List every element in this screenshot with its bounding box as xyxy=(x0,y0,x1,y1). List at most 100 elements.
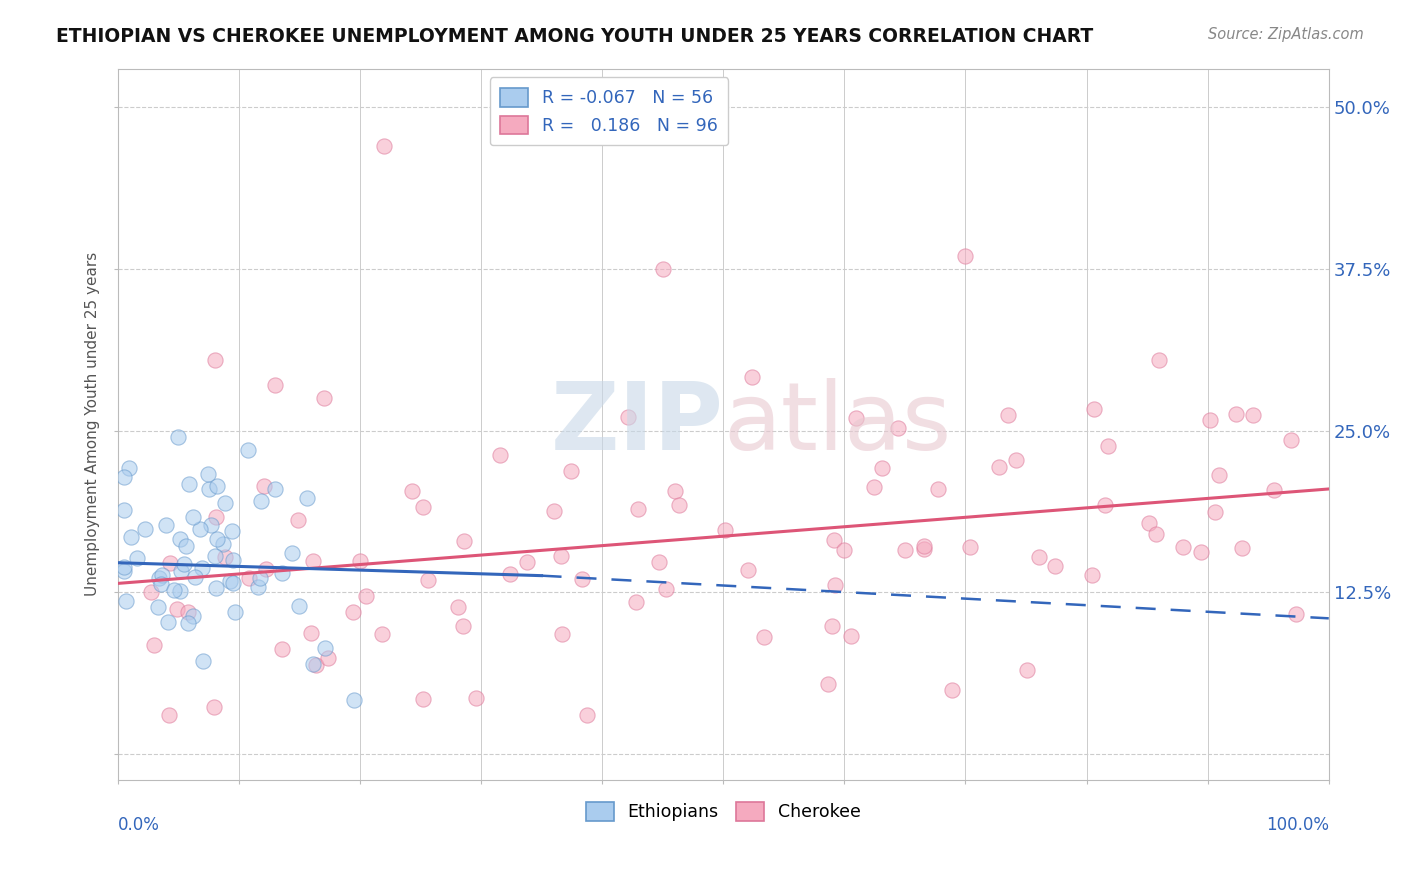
Point xyxy=(488,448,510,462)
Point xyxy=(1015,663,1038,677)
Point xyxy=(184,570,207,584)
Point xyxy=(551,627,574,641)
Point xyxy=(1005,453,1028,467)
Point xyxy=(655,582,678,596)
Point xyxy=(302,657,325,672)
Point xyxy=(254,562,277,576)
Point xyxy=(141,584,163,599)
Point xyxy=(959,540,981,554)
Point xyxy=(714,523,737,537)
Point xyxy=(343,693,366,707)
Point xyxy=(550,549,572,563)
Point xyxy=(120,530,142,544)
Point xyxy=(453,534,475,549)
Point xyxy=(222,576,245,591)
Text: ETHIOPIAN VS CHEROKEE UNEMPLOYMENT AMONG YOUTH UNDER 25 YEARS CORRELATION CHART: ETHIOPIAN VS CHEROKEE UNEMPLOYMENT AMONG… xyxy=(56,27,1094,45)
Point xyxy=(927,482,949,496)
Point xyxy=(198,482,221,496)
Point xyxy=(1137,516,1160,530)
Point xyxy=(465,690,488,705)
Point xyxy=(150,576,173,591)
Point xyxy=(169,533,191,547)
Point xyxy=(214,550,236,565)
Point xyxy=(305,658,328,673)
Point xyxy=(224,605,246,619)
Point xyxy=(401,483,423,498)
Point xyxy=(249,571,271,585)
Point xyxy=(821,619,844,633)
Point xyxy=(845,410,868,425)
Point xyxy=(207,479,229,493)
Point xyxy=(870,461,893,475)
Point xyxy=(1083,402,1105,417)
Point xyxy=(253,478,276,492)
Point xyxy=(617,410,640,425)
Point xyxy=(1097,439,1119,453)
Point xyxy=(342,605,364,619)
Point xyxy=(624,595,647,609)
Point xyxy=(197,467,219,482)
Point xyxy=(157,708,180,723)
Point xyxy=(664,483,686,498)
Point xyxy=(316,651,339,665)
Point xyxy=(299,626,322,640)
Point xyxy=(167,430,190,444)
Point xyxy=(112,560,135,574)
Point xyxy=(354,589,377,603)
Point xyxy=(301,554,323,568)
Point xyxy=(148,571,170,585)
Point xyxy=(221,524,243,538)
Point xyxy=(863,480,886,494)
Point xyxy=(987,459,1010,474)
Point xyxy=(205,581,228,595)
Point xyxy=(125,550,148,565)
Point xyxy=(173,557,195,571)
Point xyxy=(143,638,166,652)
Text: ZIP: ZIP xyxy=(550,378,723,470)
Point xyxy=(134,523,156,537)
Point xyxy=(202,699,225,714)
Text: atlas: atlas xyxy=(723,378,952,470)
Point xyxy=(1204,505,1226,519)
Point xyxy=(737,563,759,577)
Point xyxy=(155,517,177,532)
Point xyxy=(212,537,235,551)
Point xyxy=(238,571,260,585)
Text: 100.0%: 100.0% xyxy=(1265,815,1329,834)
Point xyxy=(159,556,181,570)
Point xyxy=(181,609,204,624)
Point xyxy=(648,555,671,569)
Point xyxy=(349,554,371,568)
Point xyxy=(516,555,538,569)
Point xyxy=(287,599,309,613)
Point xyxy=(219,574,242,588)
Point xyxy=(205,532,228,546)
Point xyxy=(412,500,434,514)
Point xyxy=(627,502,650,516)
Point xyxy=(543,504,565,518)
Point xyxy=(941,682,963,697)
Point xyxy=(117,461,139,475)
Point xyxy=(112,564,135,578)
Point xyxy=(112,470,135,484)
Point xyxy=(571,573,593,587)
Point xyxy=(312,392,335,406)
Point xyxy=(174,539,197,553)
Point xyxy=(1208,468,1230,483)
Point xyxy=(752,630,775,644)
Point xyxy=(418,573,440,587)
Point xyxy=(560,464,582,478)
Point xyxy=(169,584,191,599)
Point xyxy=(188,522,211,536)
Point xyxy=(271,566,294,581)
Point xyxy=(894,542,917,557)
Point xyxy=(205,509,228,524)
Point xyxy=(181,509,204,524)
Point xyxy=(177,606,200,620)
Point xyxy=(314,640,336,655)
Point xyxy=(832,542,855,557)
Point xyxy=(1173,540,1195,554)
Legend: Ethiopians, Cherokee: Ethiopians, Cherokee xyxy=(579,795,868,829)
Point xyxy=(1241,408,1264,422)
Point xyxy=(264,482,287,496)
